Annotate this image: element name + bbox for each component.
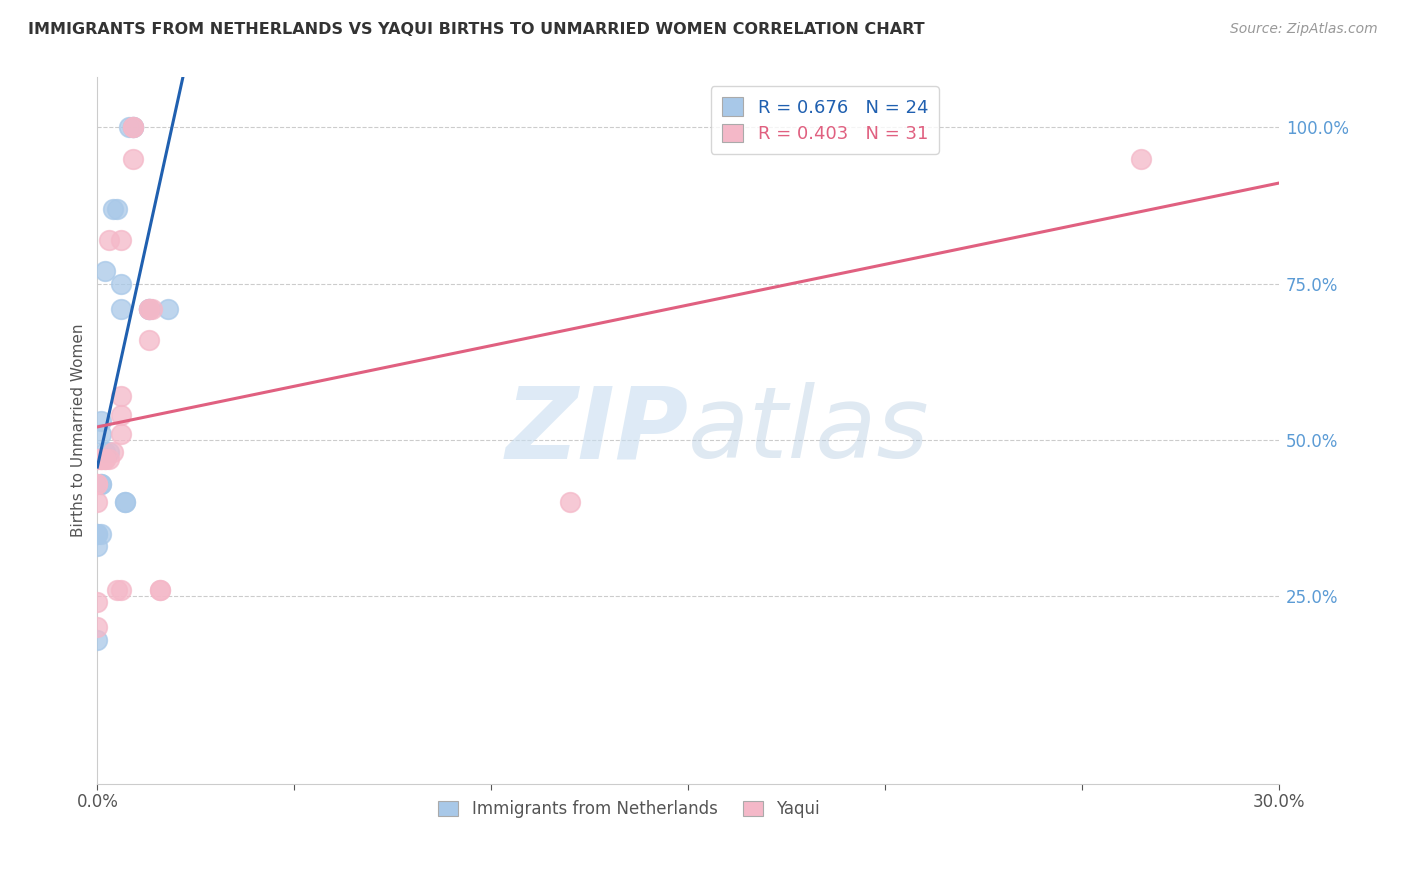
Point (138, 301, 160, 316)
Point (114, 495, 136, 509)
Point (86, 632, 108, 647)
Point (558, 495, 581, 509)
Point (94, 445, 117, 459)
Point (86, 451, 108, 466)
Point (157, 301, 180, 316)
Point (101, 445, 124, 459)
Point (86, 476, 108, 491)
Point (105, 582, 128, 597)
Point (86, 451, 108, 466)
Point (138, 301, 160, 316)
Point (149, 582, 172, 597)
Point (138, 333, 160, 347)
Point (94, 451, 117, 466)
Point (90, 451, 112, 466)
Point (121, 120, 143, 135)
Text: atlas: atlas (688, 382, 929, 479)
Text: IMMIGRANTS FROM NETHERLANDS VS YAQUI BIRTHS TO UNMARRIED WOMEN CORRELATION CHART: IMMIGRANTS FROM NETHERLANDS VS YAQUI BIR… (28, 22, 925, 37)
Point (90, 476, 112, 491)
Point (86, 495, 108, 509)
Point (110, 582, 132, 597)
Point (110, 277, 132, 291)
Y-axis label: Births to Unmarried Women: Births to Unmarried Women (72, 324, 86, 537)
Point (86, 595, 108, 609)
Point (98, 445, 121, 459)
Point (118, 120, 141, 135)
Point (149, 582, 172, 597)
Point (110, 301, 132, 316)
Point (121, 152, 143, 166)
Point (90, 426, 112, 441)
Point (110, 233, 132, 247)
Point (86, 539, 108, 553)
Point (90, 414, 112, 428)
Point (90, 526, 112, 541)
Point (1130, 152, 1153, 166)
Text: Source: ZipAtlas.com: Source: ZipAtlas.com (1230, 22, 1378, 37)
Point (121, 120, 143, 135)
Point (114, 495, 136, 509)
Legend: Immigrants from Netherlands, Yaqui: Immigrants from Netherlands, Yaqui (432, 794, 827, 825)
Point (141, 301, 163, 316)
Point (138, 301, 160, 316)
Point (90, 476, 112, 491)
Point (110, 408, 132, 422)
Point (101, 202, 124, 216)
Point (121, 120, 143, 135)
Point (138, 301, 160, 316)
Point (90, 451, 112, 466)
Point (98, 451, 121, 466)
Point (94, 451, 117, 466)
Point (121, 120, 143, 135)
Text: ZIP: ZIP (505, 382, 688, 479)
Point (105, 202, 128, 216)
Point (86, 476, 108, 491)
Point (86, 526, 108, 541)
Point (86, 526, 108, 541)
Point (94, 264, 117, 278)
Point (86, 620, 108, 634)
Point (110, 389, 132, 403)
Point (110, 426, 132, 441)
Point (98, 233, 121, 247)
